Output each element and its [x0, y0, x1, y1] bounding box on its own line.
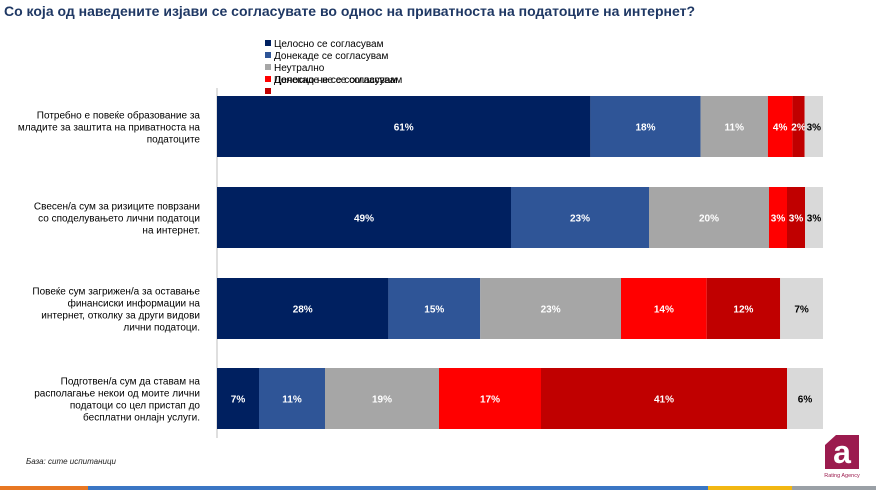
data-label-r3-s5: 12%	[733, 305, 753, 316]
data-label-r1-s2: 18%	[635, 123, 655, 134]
data-label-r2-s4: 3%	[771, 214, 786, 225]
bar-segment-r4-s6	[787, 368, 823, 429]
footer-stripe-blue	[88, 486, 708, 490]
data-label-r3-s2: 15%	[424, 305, 444, 316]
category-label-1-line-3: податоците	[147, 135, 201, 146]
bar-segment-r3-s1	[217, 278, 389, 339]
category-label-1-line-2: младите за заштита на приватноста на	[18, 123, 201, 134]
bar-segment-r4-s3	[325, 368, 439, 429]
footnote: База: сите испитаници	[26, 457, 116, 466]
category-label-4-line-1: Подготвен/а сум да ставам на	[61, 377, 201, 388]
data-label-r3-s6: 7%	[794, 305, 809, 316]
bar-segment-r1-s4	[767, 96, 793, 157]
data-label-r4-s1: 7%	[231, 395, 246, 406]
bar-segment-r2-s4	[769, 187, 787, 248]
footer-stripe-gray	[792, 486, 876, 490]
bar-segment-r4-s2	[259, 368, 325, 429]
data-label-r4-s3: 19%	[372, 395, 392, 406]
svg-text:a: a	[833, 434, 851, 470]
bar-segment-r1-s6	[804, 96, 823, 157]
category-label-4-line-4: бесплатни онлајн услуги.	[83, 412, 200, 424]
bar-segment-r4-s1	[217, 368, 259, 429]
footer-stripe-orange	[0, 486, 88, 490]
bar-segment-r3-s5	[706, 278, 781, 339]
legend-label-3: Неутрално	[274, 63, 325, 74]
data-label-r4-s4: 17%	[480, 395, 500, 406]
bar-segment-r4-s5	[541, 368, 787, 429]
legend-label-overlap: Целосно не се согласувам	[274, 75, 397, 86]
category-label-3-line-1: Повеќе сум загрижен/а за оставање	[32, 287, 200, 298]
data-label-r2-s2: 23%	[570, 214, 590, 225]
category-label-4-line-2: располагање некои од моите лични	[34, 389, 200, 400]
category-label-2-line-3: на интернет.	[142, 226, 200, 237]
bar-segment-r1-s2	[590, 96, 701, 157]
data-label-r1-s6: 3%	[807, 123, 822, 134]
category-label-4-line-3: податоци со цел пристап до	[70, 401, 201, 412]
bar-segment-r1-s1	[217, 96, 591, 157]
bar-segment-r2-s5	[787, 187, 805, 248]
bar-segment-r3-s6	[780, 278, 823, 339]
bar-segment-r1-s3	[700, 96, 768, 157]
category-label-2-line-1: Свесен/а сум за ризиците поврзани	[34, 202, 200, 213]
bar-segment-r4-s4	[439, 368, 541, 429]
bar-segment-r3-s2	[388, 278, 481, 339]
legend-swatch-1	[265, 40, 271, 46]
data-label-r1-s1: 61%	[394, 123, 414, 134]
category-label-3-line-4: лични податоци.	[123, 323, 200, 334]
rating-agency-logo: a Rating Agency	[822, 433, 862, 481]
data-label-r1-s3: 11%	[725, 123, 745, 134]
logo-text: Rating Agency	[824, 473, 860, 479]
legend-swatch-4	[265, 76, 271, 82]
category-label-2-line-2: со споделувањето лични податоци	[38, 214, 200, 225]
footer-stripe-yellow	[708, 486, 792, 490]
data-label-r2-s5: 3%	[789, 214, 804, 225]
legend-swatch-3	[265, 64, 271, 70]
data-label-r2-s1: 49%	[354, 214, 374, 225]
data-label-r4-s5: 41%	[654, 395, 674, 406]
data-label-r3-s4: 14%	[654, 305, 674, 316]
bar-segment-r3-s4	[621, 278, 707, 339]
category-label-3-line-2: финансиски информации на	[68, 298, 201, 310]
data-label-r4-s6: 6%	[798, 395, 813, 406]
bar-segment-r2-s6	[805, 187, 823, 248]
data-label-r1-s4: 4%	[773, 123, 788, 134]
data-label-r3-s3: 23%	[541, 305, 561, 316]
data-label-r3-s1: 28%	[293, 305, 313, 316]
chart-title: Со која од наведените изјави се согласув…	[4, 3, 695, 19]
bar-segment-r3-s3	[480, 278, 621, 339]
legend-label-4: Донекаде не се согласувам	[274, 75, 402, 86]
data-label-r2-s6: 3%	[807, 214, 822, 225]
legend-swatch-2	[265, 52, 271, 58]
category-label-1-line-1: Потребно е повеќе образование за	[37, 110, 201, 122]
data-label-r1-s5: 2%	[791, 123, 806, 134]
bar-segment-r2-s2	[511, 187, 649, 248]
legend-label-2: Донекаде се согласувам	[274, 51, 388, 62]
data-label-r2-s3: 20%	[699, 214, 719, 225]
category-label-3-line-3: интернет, отколку за други видови	[41, 311, 200, 322]
legend-swatch-5	[265, 88, 271, 94]
bar-segment-r2-s3	[649, 187, 769, 248]
bar-segment-r2-s1	[217, 187, 511, 248]
legend-label-1: Целосно се согласувам	[274, 39, 384, 50]
bar-segment-r1-s5	[792, 96, 805, 157]
data-label-r4-s2: 11%	[282, 395, 302, 406]
logo-mark-icon: a	[825, 434, 859, 470]
